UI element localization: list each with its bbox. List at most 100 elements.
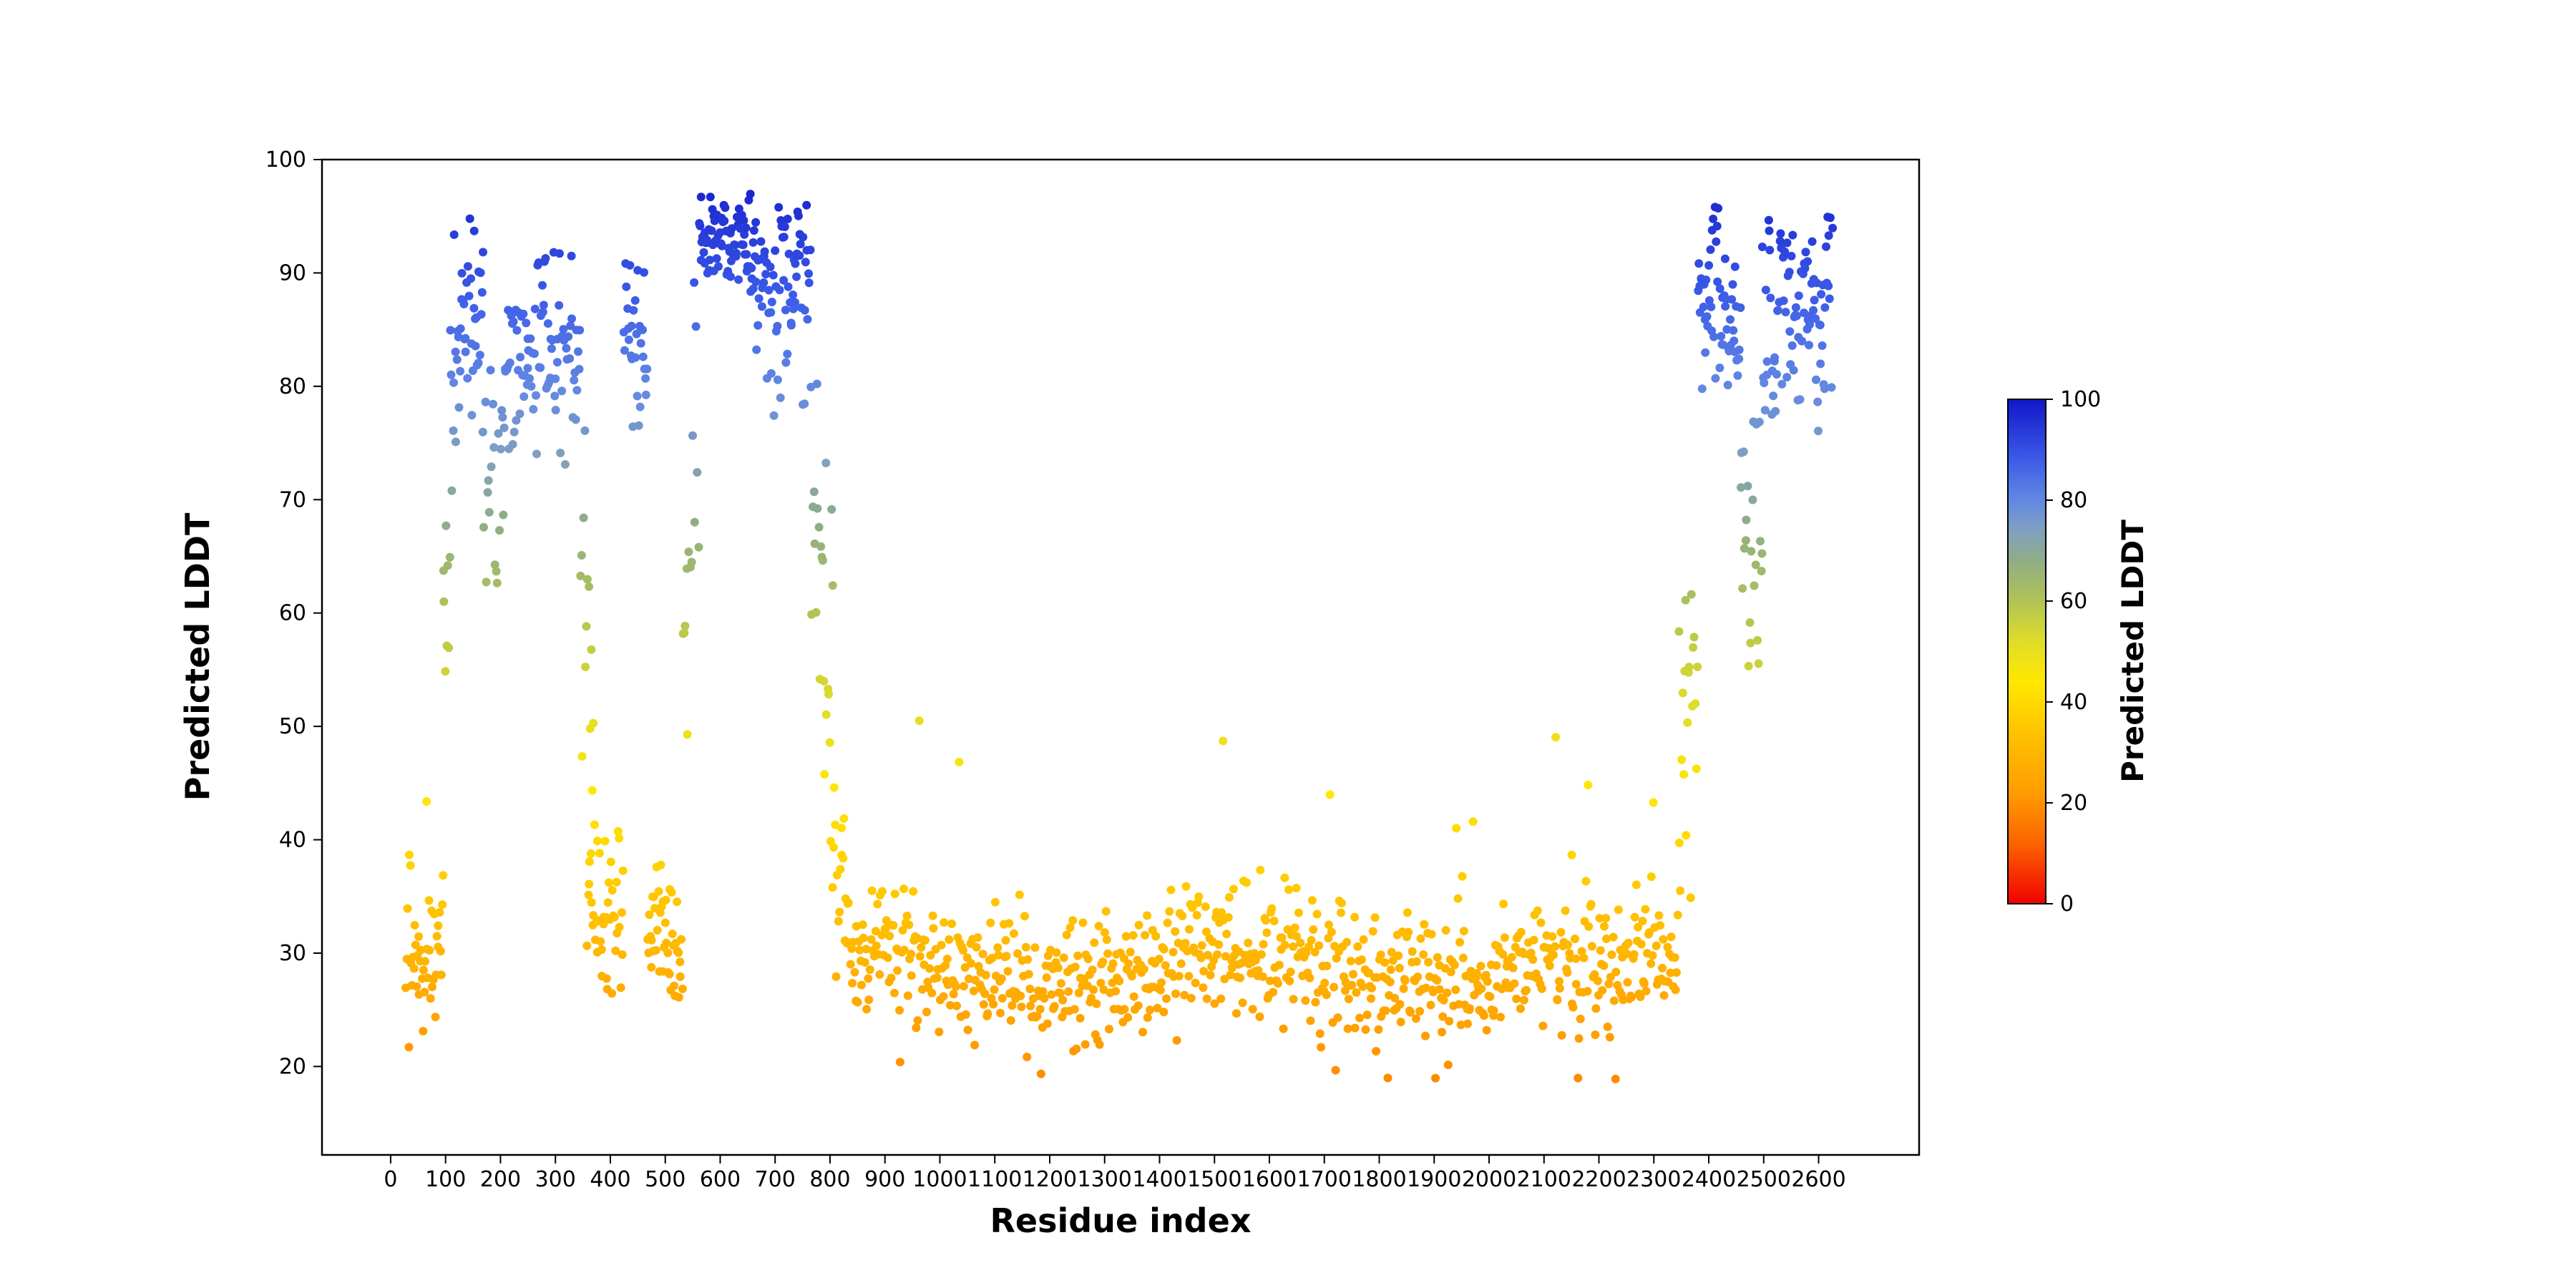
scatter-point <box>754 294 763 303</box>
scatter-point <box>1184 924 1194 934</box>
scatter-point <box>1757 567 1766 576</box>
scatter-point <box>1138 1028 1148 1037</box>
scatter-point <box>661 895 670 904</box>
scatter-point <box>608 989 617 998</box>
scatter-point <box>738 240 748 250</box>
scatter-point <box>827 504 836 514</box>
scatter-point <box>1258 972 1267 981</box>
scatter-point <box>959 946 967 955</box>
scatter-point <box>522 318 531 328</box>
scatter-point <box>1165 907 1174 916</box>
scatter-point <box>1583 987 1592 996</box>
scatter-point <box>997 974 1006 983</box>
y-tick-label: 30 <box>279 941 306 966</box>
scatter-point <box>1794 291 1803 301</box>
scatter-point <box>965 974 974 983</box>
x-tick-label: 100 <box>425 1167 466 1192</box>
scatter-point <box>1663 942 1672 952</box>
scatter-point <box>421 957 429 966</box>
scatter-point <box>1171 927 1180 936</box>
scatter-point <box>1522 985 1531 995</box>
scatter-point <box>1376 950 1385 960</box>
scatter-point <box>587 786 597 795</box>
scatter-point <box>1641 904 1650 914</box>
scatter-point <box>483 488 492 497</box>
scatter-point <box>818 556 827 565</box>
scatter-point <box>801 258 810 267</box>
scatter-point <box>1180 990 1189 1000</box>
scatter-point <box>835 907 844 917</box>
scatter-point <box>1347 980 1357 990</box>
scatter-point <box>829 843 839 852</box>
scatter-point <box>640 268 648 277</box>
scatter-point <box>479 522 488 532</box>
scatter-point <box>1507 952 1516 962</box>
x-tick-label: 2100 <box>1517 1167 1571 1192</box>
scatter-point <box>481 397 490 406</box>
scatter-point <box>1701 348 1710 357</box>
scatter-point <box>1727 295 1737 304</box>
scatter-point <box>1312 909 1322 919</box>
scatter-point <box>541 254 550 263</box>
scatter-point <box>494 429 503 438</box>
colorbar-tick-label: 60 <box>2060 589 2087 614</box>
scatter-point <box>990 897 1000 907</box>
scatter-point <box>1812 375 1820 384</box>
scatter-point <box>1683 718 1692 727</box>
scatter-point <box>1317 1043 1326 1052</box>
scatter-point <box>538 308 547 317</box>
x-tick-label: 1400 <box>1132 1167 1186 1192</box>
scatter-point <box>1689 643 1698 652</box>
scatter-point <box>1404 927 1413 937</box>
scatter-point <box>973 933 982 942</box>
scatter-point <box>983 1009 992 1018</box>
scatter-point <box>1353 942 1362 951</box>
scatter-point <box>1199 983 1208 992</box>
scatter-point <box>696 221 705 230</box>
scatter-point <box>463 374 472 383</box>
scatter-point <box>527 381 536 391</box>
scatter-point <box>1476 962 1485 971</box>
scatter-point <box>1065 923 1075 932</box>
scatter-point <box>806 245 815 255</box>
scatter-point <box>1674 838 1684 847</box>
colorbar: 0 20 40 60 80 100 Predicted LDDT <box>2007 387 2150 917</box>
scatter-point <box>720 216 729 225</box>
scatter-point <box>451 437 460 447</box>
scatter-point <box>1242 878 1252 887</box>
scatter-point <box>618 950 627 960</box>
scatter-point <box>1226 970 1235 980</box>
scatter-point <box>1800 264 1810 273</box>
scatter-point <box>1127 972 1136 981</box>
scatter-point <box>1395 1000 1405 1009</box>
scatter-point <box>475 351 484 360</box>
scatter-point <box>1095 1040 1104 1049</box>
scatter-point <box>1202 927 1211 937</box>
scatter-point <box>1350 912 1360 922</box>
scatter-point <box>665 970 674 979</box>
colorbar-tick-label: 40 <box>2060 690 2087 715</box>
scatter-point <box>773 375 782 384</box>
colorbar-tick-label: 20 <box>2060 791 2087 816</box>
scatter-point <box>556 449 565 457</box>
scatter-point <box>1017 1002 1026 1012</box>
scatter-point <box>1482 1025 1491 1035</box>
scatter-point <box>1124 959 1133 968</box>
scatter-point <box>627 321 636 331</box>
scatter-point <box>1159 945 1169 954</box>
scatter-point <box>1103 949 1113 958</box>
scatter-point <box>1801 248 1810 257</box>
scatter-point <box>1070 962 1080 972</box>
x-tick-label: 1000 <box>912 1167 967 1192</box>
scatter-point <box>1320 978 1330 987</box>
scatter-point <box>1622 950 1631 958</box>
scatter-point <box>1765 226 1774 235</box>
scatter-point <box>477 310 486 319</box>
scatter-point <box>1757 243 1767 251</box>
scatter-point <box>499 423 509 432</box>
scatter-point <box>816 542 826 551</box>
scatter-point <box>612 877 621 887</box>
y-tick-label: 100 <box>265 147 306 172</box>
scatter-point <box>1357 955 1366 965</box>
scatter-point <box>1174 972 1184 981</box>
